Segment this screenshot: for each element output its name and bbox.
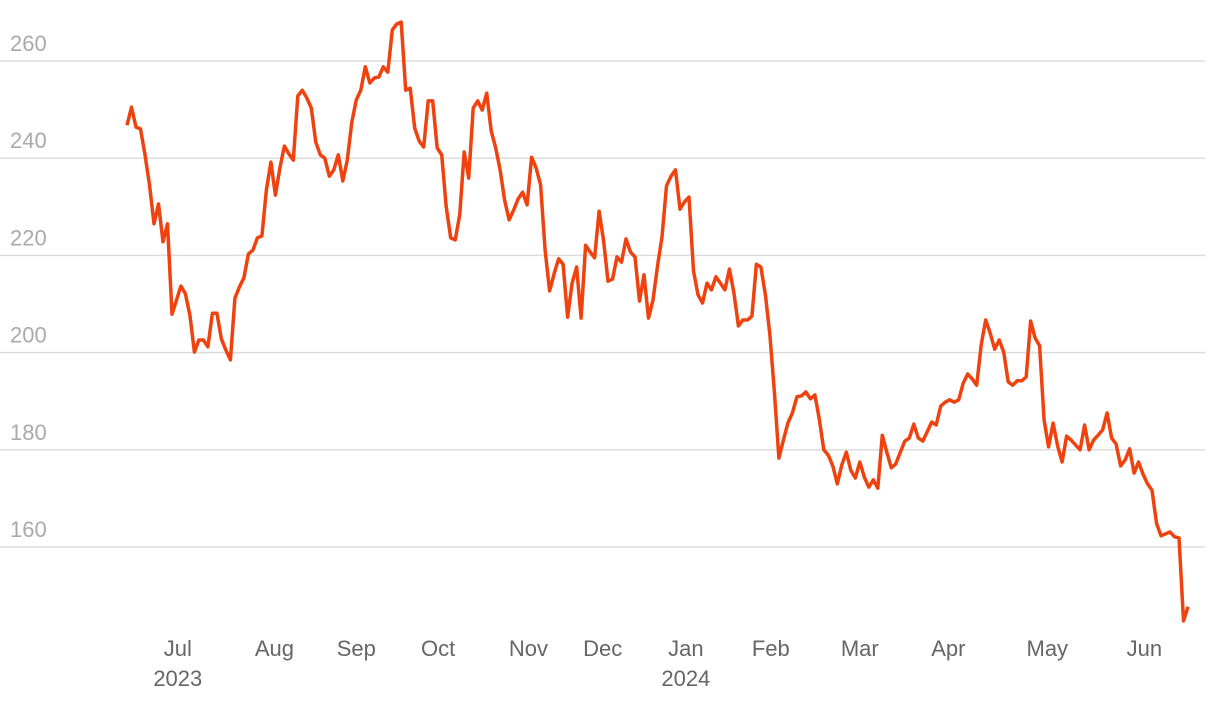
x-tick-label: Sep xyxy=(337,636,376,661)
x-tick-label: Jan xyxy=(668,636,703,661)
y-tick-label: 200 xyxy=(10,323,47,348)
x-tick-label: May xyxy=(1027,636,1069,661)
x-tick-label: Jun xyxy=(1127,636,1162,661)
y-tick-label: 260 xyxy=(10,31,47,56)
y-tick-label: 160 xyxy=(10,517,47,542)
x-tick-label: Dec xyxy=(583,636,622,661)
x-tick-label: Mar xyxy=(841,636,879,661)
x-tick-label: Aug xyxy=(255,636,294,661)
x-tick-label: Oct xyxy=(421,636,455,661)
x-tick-label: Nov xyxy=(509,636,548,661)
x-tick-label: Jul xyxy=(164,636,192,661)
price-line xyxy=(125,20,1190,623)
y-tick-label: 240 xyxy=(10,128,47,153)
x-tick-label: Feb xyxy=(752,636,790,661)
x-year-label: 2024 xyxy=(661,666,710,691)
x-tick-label: Apr xyxy=(931,636,965,661)
y-tick-label: 180 xyxy=(10,420,47,445)
y-tick-label: 220 xyxy=(10,225,47,250)
x-year-label: 2023 xyxy=(153,666,202,691)
